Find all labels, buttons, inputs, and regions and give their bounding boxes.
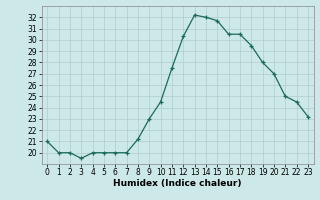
X-axis label: Humidex (Indice chaleur): Humidex (Indice chaleur) [113, 179, 242, 188]
